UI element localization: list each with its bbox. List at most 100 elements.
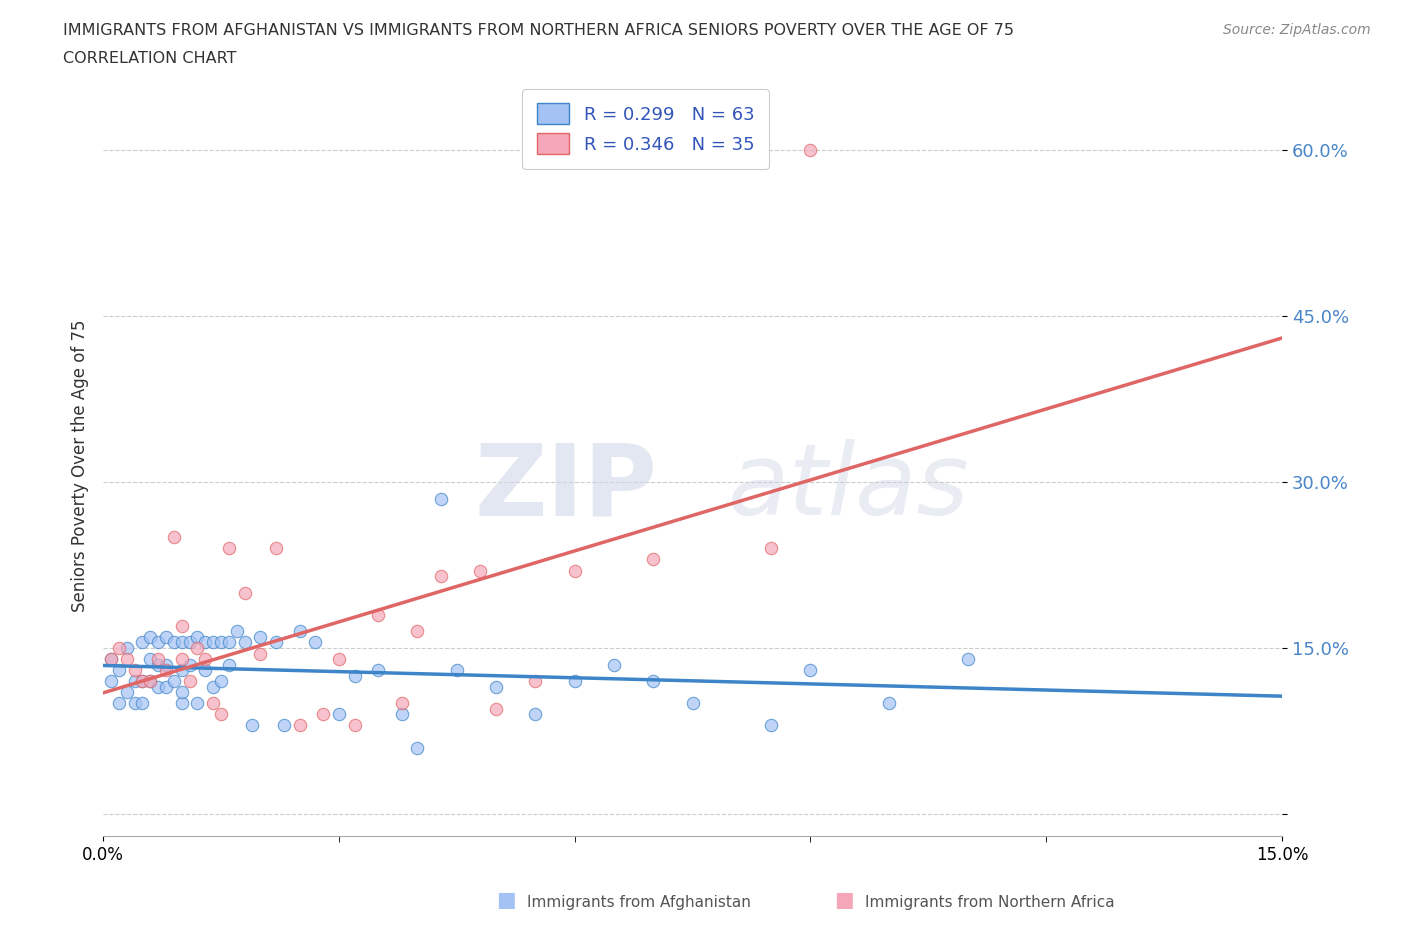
Text: ZIP: ZIP: [474, 439, 657, 537]
Point: [146, 658, 169, 672]
Point: [170, 635, 193, 650]
Point: [273, 718, 295, 733]
Point: [391, 707, 413, 722]
Point: [163, 673, 186, 688]
Point: [759, 718, 782, 733]
Point: [179, 658, 201, 672]
Text: ■: ■: [496, 889, 516, 910]
Point: [233, 585, 256, 600]
Point: [249, 630, 271, 644]
Point: [956, 652, 979, 667]
Point: [115, 652, 138, 667]
Point: [367, 607, 389, 622]
Point: [170, 696, 193, 711]
Y-axis label: Seniors Poverty Over the Age of 75: Seniors Poverty Over the Age of 75: [72, 319, 89, 612]
Point: [877, 696, 900, 711]
Text: atlas: atlas: [728, 439, 970, 537]
Point: [100, 652, 122, 667]
Point: [603, 658, 626, 672]
Point: [186, 630, 208, 644]
Point: [304, 635, 326, 650]
Point: [108, 641, 131, 656]
Point: [202, 635, 225, 650]
Text: CORRELATION CHART: CORRELATION CHART: [63, 51, 236, 66]
Point: [108, 663, 131, 678]
Point: [799, 663, 821, 678]
Point: [406, 624, 429, 639]
Point: [100, 652, 122, 667]
Point: [108, 696, 131, 711]
Point: [139, 630, 162, 644]
Point: [682, 696, 704, 711]
Point: [343, 718, 366, 733]
Point: [799, 142, 821, 157]
Point: [179, 673, 201, 688]
Text: Source: ZipAtlas.com: Source: ZipAtlas.com: [1223, 23, 1371, 37]
Point: [131, 673, 153, 688]
Point: [186, 641, 208, 656]
Point: [218, 541, 240, 556]
Point: [124, 673, 146, 688]
Text: Immigrants from Afghanistan: Immigrants from Afghanistan: [527, 895, 751, 910]
Point: [470, 563, 492, 578]
Point: [288, 718, 311, 733]
Point: [524, 707, 547, 722]
Point: [218, 635, 240, 650]
Point: [139, 673, 162, 688]
Point: [264, 541, 287, 556]
Point: [485, 679, 508, 694]
Point: [155, 658, 177, 672]
Point: [430, 491, 453, 506]
Point: [146, 635, 169, 650]
Point: [163, 530, 186, 545]
Point: [643, 673, 665, 688]
Text: ■: ■: [834, 889, 853, 910]
Point: [124, 696, 146, 711]
Point: [328, 707, 350, 722]
Point: [194, 635, 217, 650]
Point: [163, 635, 186, 650]
Point: [242, 718, 264, 733]
Point: [139, 673, 162, 688]
Point: [524, 673, 547, 688]
Point: [328, 652, 350, 667]
Point: [209, 635, 232, 650]
Point: [131, 696, 153, 711]
Point: [391, 696, 413, 711]
Point: [194, 663, 217, 678]
Point: [264, 635, 287, 650]
Text: IMMIGRANTS FROM AFGHANISTAN VS IMMIGRANTS FROM NORTHERN AFRICA SENIORS POVERTY O: IMMIGRANTS FROM AFGHANISTAN VS IMMIGRANT…: [63, 23, 1014, 38]
Point: [139, 652, 162, 667]
Point: [100, 673, 122, 688]
Point: [115, 684, 138, 699]
Point: [564, 673, 586, 688]
Point: [131, 635, 153, 650]
Point: [209, 673, 232, 688]
Point: [186, 696, 208, 711]
Point: [249, 646, 271, 661]
Point: [146, 679, 169, 694]
Point: [179, 635, 201, 650]
Point: [170, 618, 193, 633]
Point: [202, 696, 225, 711]
Point: [155, 663, 177, 678]
Point: [170, 684, 193, 699]
Point: [146, 652, 169, 667]
Point: [446, 663, 468, 678]
Point: [367, 663, 389, 678]
Point: [194, 652, 217, 667]
Point: [312, 707, 335, 722]
Point: [225, 624, 247, 639]
Legend: R = 0.299   N = 63, R = 0.346   N = 35: R = 0.299 N = 63, R = 0.346 N = 35: [522, 89, 769, 168]
Point: [759, 541, 782, 556]
Point: [155, 630, 177, 644]
Point: [131, 673, 153, 688]
Point: [124, 663, 146, 678]
Point: [485, 701, 508, 716]
Point: [155, 679, 177, 694]
Text: Immigrants from Northern Africa: Immigrants from Northern Africa: [865, 895, 1115, 910]
Point: [170, 652, 193, 667]
Point: [218, 658, 240, 672]
Point: [564, 563, 586, 578]
Point: [209, 707, 232, 722]
